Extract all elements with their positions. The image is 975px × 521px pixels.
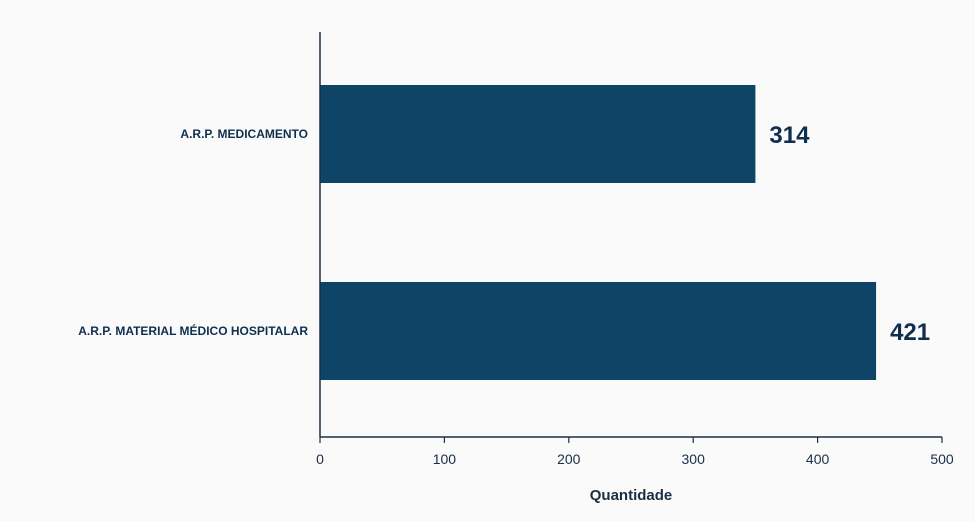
value-labels-group: 314 421: [769, 122, 930, 346]
value-label-1: 314: [769, 122, 810, 149]
bars-group: [320, 85, 877, 380]
bar-1: [320, 85, 756, 183]
value-label-2: 421: [890, 319, 930, 346]
axes-group: [319, 32, 942, 438]
category-label-2: A.R.P. MATERIAL MÉDICO HOSPITALAR: [78, 323, 308, 338]
x-tick-label-200: 200: [557, 451, 581, 467]
x-tick-label-100: 100: [433, 451, 457, 467]
category-labels-group: A.R.P. MEDICAMENTO A.R.P. MATERIAL MÉDICO…: [78, 127, 308, 338]
x-tick-label-300: 300: [682, 451, 706, 467]
x-tick-label-500: 500: [930, 451, 954, 467]
category-label-1: A.R.P. MEDICAMENTO: [180, 127, 308, 141]
x-tick-label-400: 400: [806, 451, 830, 467]
bar-2: [320, 282, 877, 380]
x-tick-label-0: 0: [316, 451, 324, 467]
ticks-group: 0 100 200 300 400 500: [316, 437, 954, 467]
x-axis-title: Quantidade: [590, 487, 673, 504]
